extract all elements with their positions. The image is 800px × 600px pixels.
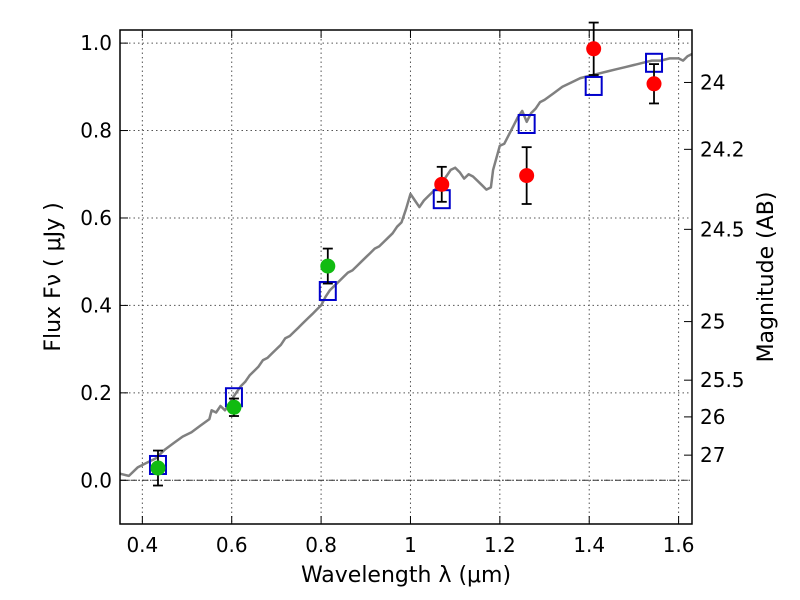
y-axis-label: Flux Fν ( μJy ) <box>41 202 66 351</box>
right-tick-label: 26 <box>700 405 725 429</box>
right-tick-label: 25.5 <box>700 368 745 392</box>
green-data-point <box>320 258 336 274</box>
right-tick-label: 24.5 <box>700 217 745 241</box>
model-photometry-square <box>517 113 536 134</box>
tick-layer: 0.4 0.6 0.8 1 1.2 1.4 1.6 0.0 0.2 0.4 0.6 0.8 1.0 24 2… <box>80 30 745 557</box>
model-photometry-square <box>318 280 337 301</box>
x-tick-label: 1 <box>404 533 417 557</box>
model-photometry-square <box>584 75 603 96</box>
y-tick-label: 0.6 <box>80 206 112 230</box>
red-data-point <box>519 168 535 184</box>
x-axis-label: Wavelength λ (μm) <box>301 563 511 588</box>
x-tick-label: 0.6 <box>216 533 248 557</box>
y-tick-label: 0.2 <box>80 381 112 405</box>
y-tick-label: 0.4 <box>80 293 112 317</box>
right-tick-label: 27 <box>700 443 725 467</box>
x-tick-label: 1.6 <box>663 533 695 557</box>
plot-frame <box>119 29 693 525</box>
right-tick-label: 25 <box>700 310 725 334</box>
right-tick-label: 24.2 <box>700 137 745 161</box>
model-sed-line <box>119 52 693 478</box>
y-tick-label: 0.8 <box>80 119 112 143</box>
red-data-point <box>586 41 602 57</box>
x-tick-label: 0.4 <box>126 533 158 557</box>
grid-layer <box>120 30 692 524</box>
green-data-point <box>150 460 166 476</box>
green-data-point <box>226 399 242 415</box>
red-data-point <box>434 176 450 192</box>
y-tick-label: 0.0 <box>80 468 112 492</box>
red-data-point <box>646 76 662 92</box>
y-axis-label-right: Magnitude (AB) <box>754 192 779 363</box>
y-tick-label: 1.0 <box>80 31 112 55</box>
right-tick-label: 24 <box>700 70 725 94</box>
x-tick-label: 1.2 <box>484 533 516 557</box>
x-tick-label: 1.4 <box>573 533 605 557</box>
series-layer <box>119 21 693 487</box>
x-tick-label: 0.8 <box>305 533 337 557</box>
